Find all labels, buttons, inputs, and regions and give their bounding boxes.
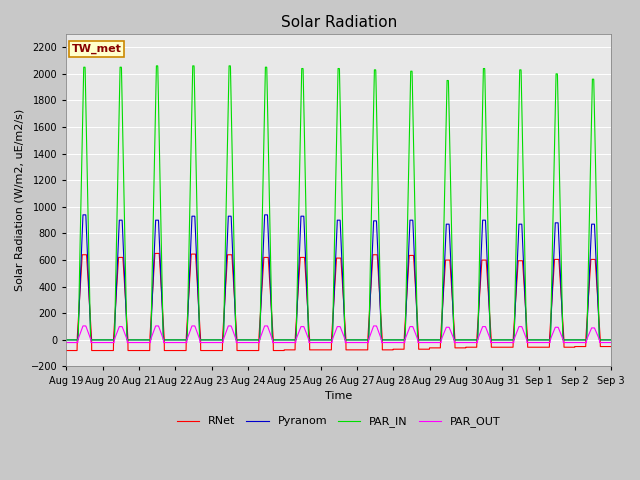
Pyranom (461, 337, 468, 343)
PAR_IN (461, 337, 468, 343)
RNet (161, 336, 168, 341)
PAR_OUT (492, 340, 499, 346)
Pyranom (607, 337, 614, 343)
PAR_OUT (607, 340, 614, 346)
Pyranom (431, 337, 438, 343)
PAR_IN (319, 337, 326, 343)
PAR_OUT (607, 340, 615, 346)
Line: RNet: RNet (66, 253, 611, 350)
RNet (607, 344, 614, 349)
Pyranom (607, 337, 615, 343)
PAR_OUT (79, 323, 87, 329)
PAR_IN (161, 337, 168, 343)
Pyranom (319, 337, 326, 343)
PAR_IN (62, 337, 70, 343)
RNet (461, 345, 468, 351)
Legend: RNet, Pyranom, PAR_IN, PAR_OUT: RNet, Pyranom, PAR_IN, PAR_OUT (172, 412, 505, 432)
RNet (151, 251, 159, 256)
X-axis label: Time: Time (325, 391, 353, 401)
PAR_IN (607, 337, 614, 343)
PAR_OUT (62, 340, 70, 346)
RNet (319, 347, 326, 353)
PAR_OUT (161, 340, 168, 346)
RNet (607, 344, 615, 349)
Pyranom (62, 337, 70, 343)
PAR_IN (152, 63, 160, 69)
PAR_IN (492, 337, 499, 343)
RNet (431, 345, 438, 351)
Pyranom (492, 337, 499, 343)
Line: PAR_OUT: PAR_OUT (66, 326, 611, 343)
Title: Solar Radiation: Solar Radiation (280, 15, 397, 30)
RNet (492, 344, 499, 350)
PAR_IN (431, 337, 438, 343)
Line: Pyranom: Pyranom (66, 215, 611, 340)
Line: PAR_IN: PAR_IN (66, 66, 611, 340)
PAR_OUT (431, 340, 438, 346)
Pyranom (79, 212, 87, 218)
PAR_IN (607, 337, 615, 343)
Text: TW_met: TW_met (72, 44, 122, 54)
PAR_OUT (319, 340, 326, 346)
RNet (62, 348, 70, 353)
Y-axis label: Solar Radiation (W/m2, uE/m2/s): Solar Radiation (W/m2, uE/m2/s) (15, 109, 25, 291)
PAR_OUT (461, 340, 468, 346)
Pyranom (161, 337, 168, 343)
